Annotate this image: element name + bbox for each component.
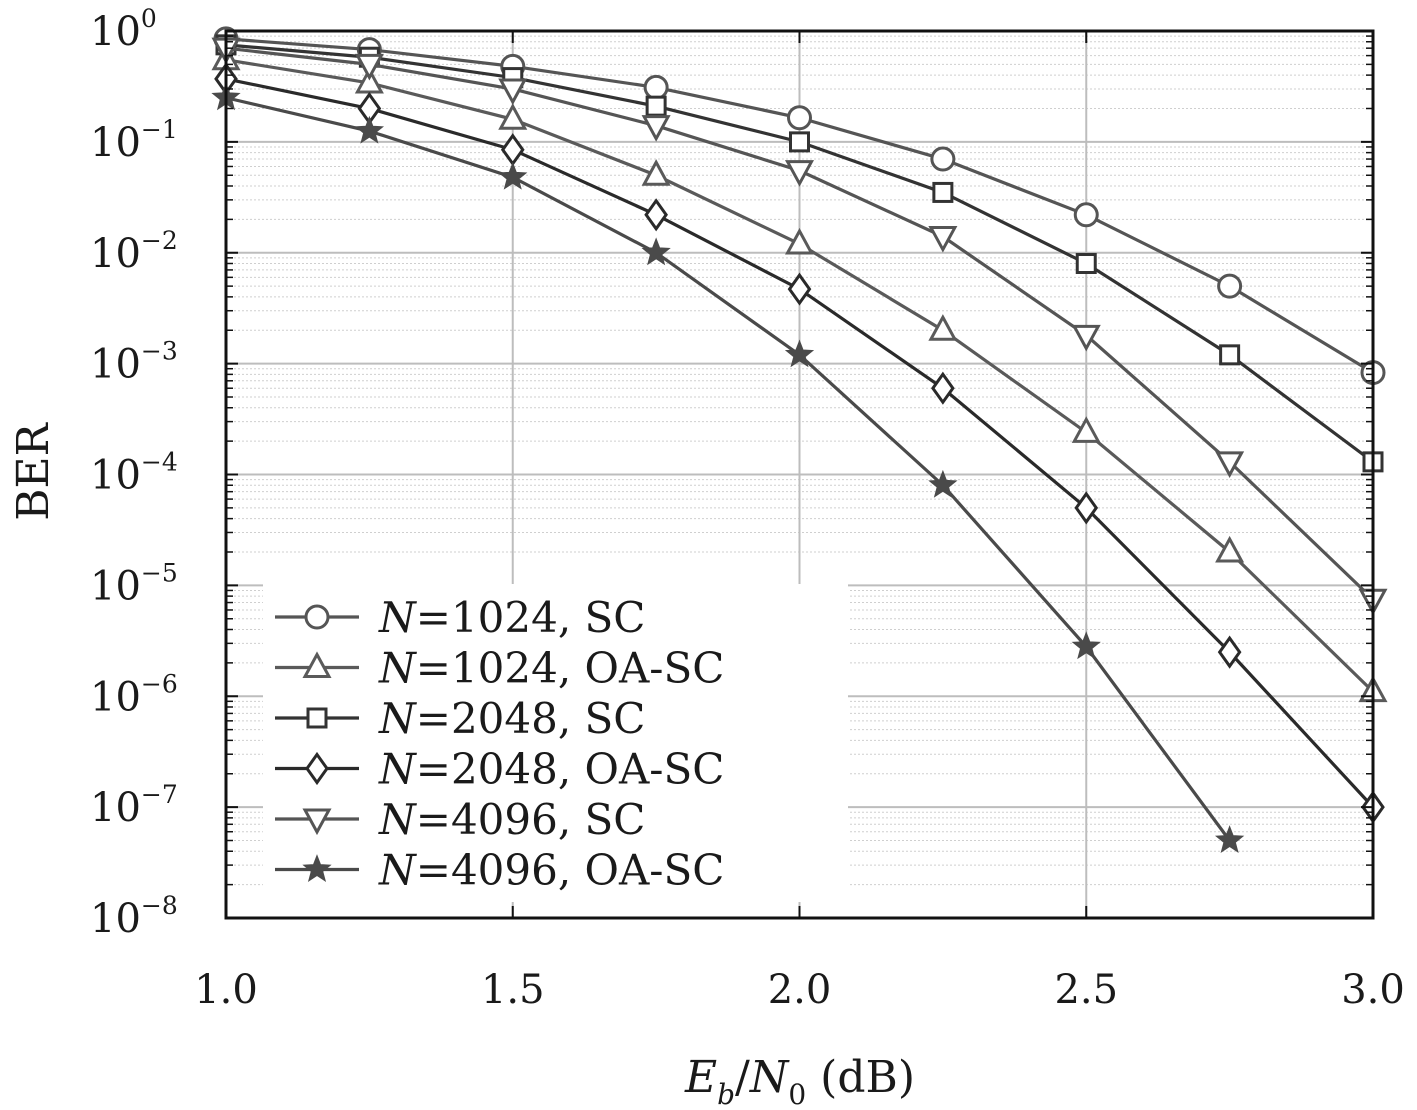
legend-label: N=4096, SC: [378, 795, 645, 844]
x-tick-label: 1.5: [481, 967, 545, 1013]
star-marker: [784, 339, 815, 368]
legend-entry: N=1024, SC: [275, 593, 645, 642]
triangle-up-marker: [498, 103, 528, 130]
diamond-marker: [1074, 491, 1099, 525]
circle-marker: [787, 105, 812, 131]
triangle-up-marker: [641, 159, 671, 186]
circle-marker: [304, 604, 330, 630]
triangle-down-marker: [1071, 324, 1101, 352]
square-marker: [306, 707, 328, 729]
star-marker: [1214, 825, 1245, 853]
triangle-up-marker: [302, 651, 332, 678]
triangle-up-marker: [1215, 535, 1245, 563]
star-marker: [1071, 631, 1101, 660]
circle-marker: [930, 146, 956, 172]
triangle-down-marker: [784, 160, 815, 187]
diamond-marker: [931, 371, 955, 405]
legend-label: N=1024, OA-SC: [378, 644, 724, 693]
x-tick-label: 2.0: [768, 967, 832, 1013]
x-axis-title: Eb/N0 (dB): [684, 1052, 915, 1110]
star-marker: [354, 115, 385, 144]
square-marker: [789, 131, 810, 153]
diamond-marker: [305, 751, 329, 786]
y-tick-label: 100: [90, 4, 157, 55]
y-tick-label: 10−7: [90, 780, 178, 831]
legend-label: N=4096, OA-SC: [378, 846, 724, 895]
legend-entry: N=4096, OA-SC: [275, 846, 724, 895]
square-marker: [1075, 252, 1097, 274]
triangle-up-marker: [928, 314, 958, 341]
x-tick-label: 1.0: [194, 967, 258, 1013]
legend-entry: N=1024, OA-SC: [275, 644, 724, 693]
square-marker: [645, 95, 667, 117]
star-marker: [928, 469, 958, 498]
y-tick-label: 10−6: [90, 669, 178, 720]
diamond-marker: [787, 272, 812, 306]
triangle-down-marker: [928, 226, 958, 253]
series-2: [211, 43, 1388, 703]
y-tick-labels: 100 10−1 10−2 10−3 10−4 10−5 10−6 10−7 10−8: [90, 4, 178, 942]
x-tick-labels: 1.0 1.5 2.0 2.5 3.0: [194, 967, 1405, 1013]
square-marker: [932, 181, 954, 203]
triangle-up-marker: [1071, 416, 1101, 443]
circle-marker: [643, 74, 669, 100]
diamond-marker: [1217, 635, 1242, 669]
legend-label: N=2048, SC: [378, 694, 645, 743]
y-axis-title: BER: [8, 421, 59, 520]
star-marker: [641, 237, 671, 266]
y-tick-label: 10−8: [90, 891, 178, 942]
circle-marker: [1073, 202, 1099, 228]
y-tick-label: 10−1: [90, 115, 178, 166]
x-tick-label: 2.5: [1054, 967, 1118, 1013]
triangle-down-marker: [1215, 451, 1245, 478]
triangle-down-marker: [354, 53, 384, 81]
diamond-marker: [644, 198, 668, 232]
y-tick-label: 10−5: [90, 558, 178, 609]
legend-label: N=2048, OA-SC: [378, 745, 724, 794]
y-tick-label: 10−4: [90, 448, 178, 499]
legend: N=1024, SCN=1024, OA-SCN=2048, SCN=2048,…: [263, 584, 848, 902]
triangle-down-marker: [302, 808, 332, 836]
triangle-down-marker: [498, 78, 528, 106]
triangle-up-marker: [784, 227, 815, 255]
legend-box: [263, 584, 848, 902]
star-marker: [302, 854, 332, 882]
square-marker: [1219, 344, 1241, 366]
series-6: [211, 82, 1245, 853]
legend-entry: N=2048, SC: [275, 694, 645, 743]
star-marker: [498, 161, 528, 190]
triangle-down-marker: [641, 115, 671, 142]
x-tick-label: 3.0: [1341, 967, 1405, 1013]
y-tick-label: 10−3: [90, 337, 178, 388]
series-line: [225, 96, 1231, 842]
circle-marker: [1217, 273, 1243, 299]
tick-marks: [225, 30, 1374, 919]
legend-label: N=1024, SC: [378, 593, 645, 642]
legend-entry: N=4096, SC: [275, 795, 645, 844]
legend-entry: N=2048, OA-SC: [275, 745, 724, 794]
series-4: [214, 62, 1385, 824]
y-tick-label: 10−2: [90, 226, 178, 277]
